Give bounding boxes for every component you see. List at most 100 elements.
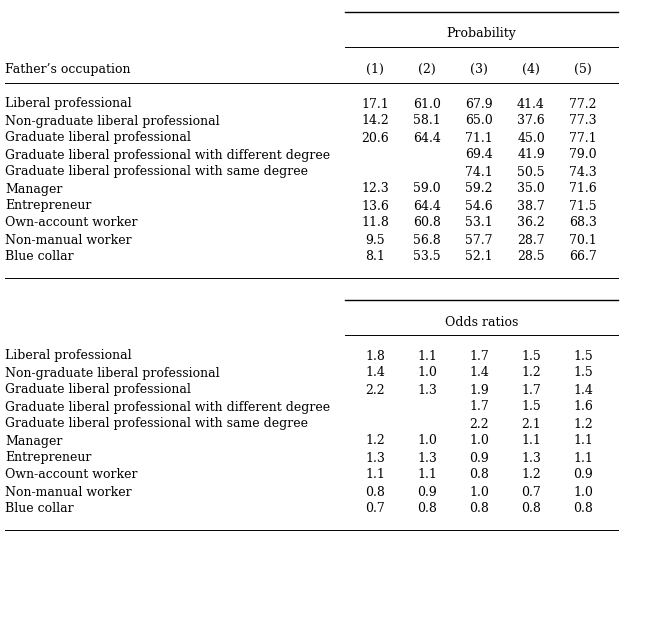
Text: 60.8: 60.8 bbox=[413, 216, 441, 230]
Text: 41.9: 41.9 bbox=[517, 148, 545, 162]
Text: 1.5: 1.5 bbox=[573, 350, 593, 362]
Text: Blue collar: Blue collar bbox=[5, 250, 74, 264]
Text: 57.7: 57.7 bbox=[465, 233, 493, 247]
Text: 36.2: 36.2 bbox=[517, 216, 545, 230]
Text: 1.2: 1.2 bbox=[573, 418, 593, 430]
Text: Graduate liberal professional: Graduate liberal professional bbox=[5, 384, 191, 396]
Text: 70.1: 70.1 bbox=[569, 233, 597, 247]
Text: 1.2: 1.2 bbox=[521, 469, 541, 482]
Text: 38.7: 38.7 bbox=[517, 199, 545, 213]
Text: 52.1: 52.1 bbox=[465, 250, 493, 264]
Text: 13.6: 13.6 bbox=[361, 199, 389, 213]
Text: 1.0: 1.0 bbox=[469, 486, 489, 499]
Text: 0.9: 0.9 bbox=[417, 486, 437, 499]
Text: Non-manual worker: Non-manual worker bbox=[5, 486, 131, 499]
Text: 65.0: 65.0 bbox=[465, 114, 493, 128]
Text: 1.7: 1.7 bbox=[469, 350, 489, 362]
Text: 1.2: 1.2 bbox=[521, 367, 541, 379]
Text: 1.5: 1.5 bbox=[521, 401, 541, 413]
Text: 0.7: 0.7 bbox=[365, 503, 385, 516]
Text: Graduate liberal professional with same degree: Graduate liberal professional with same … bbox=[5, 418, 308, 430]
Text: 1.3: 1.3 bbox=[417, 452, 437, 464]
Text: 1.7: 1.7 bbox=[521, 384, 541, 396]
Text: 74.1: 74.1 bbox=[465, 165, 493, 179]
Text: 61.0: 61.0 bbox=[413, 97, 441, 111]
Text: 0.8: 0.8 bbox=[365, 486, 385, 499]
Text: 0.8: 0.8 bbox=[573, 503, 593, 516]
Text: 1.1: 1.1 bbox=[573, 435, 593, 447]
Text: 50.5: 50.5 bbox=[517, 165, 545, 179]
Text: 20.6: 20.6 bbox=[361, 131, 389, 145]
Text: 1.1: 1.1 bbox=[417, 469, 437, 482]
Text: 71.6: 71.6 bbox=[569, 182, 597, 196]
Text: 1.5: 1.5 bbox=[573, 367, 593, 379]
Text: 28.7: 28.7 bbox=[517, 233, 545, 247]
Text: 54.6: 54.6 bbox=[465, 199, 493, 213]
Text: 1.1: 1.1 bbox=[417, 350, 437, 362]
Text: 1.3: 1.3 bbox=[521, 452, 541, 464]
Text: 0.8: 0.8 bbox=[469, 503, 489, 516]
Text: Probability: Probability bbox=[447, 28, 517, 40]
Text: 59.2: 59.2 bbox=[465, 182, 493, 196]
Text: (2): (2) bbox=[418, 62, 436, 75]
Text: 28.5: 28.5 bbox=[517, 250, 545, 264]
Text: Blue collar: Blue collar bbox=[5, 503, 74, 516]
Text: Manager: Manager bbox=[5, 435, 62, 447]
Text: Non-graduate liberal professional: Non-graduate liberal professional bbox=[5, 367, 220, 379]
Text: 1.7: 1.7 bbox=[469, 401, 489, 413]
Text: (4): (4) bbox=[522, 62, 540, 75]
Text: Entrepreneur: Entrepreneur bbox=[5, 452, 92, 464]
Text: Graduate liberal professional with different degree: Graduate liberal professional with diffe… bbox=[5, 401, 330, 413]
Text: 35.0: 35.0 bbox=[517, 182, 545, 196]
Text: 77.3: 77.3 bbox=[569, 114, 597, 128]
Text: Graduate liberal professional: Graduate liberal professional bbox=[5, 131, 191, 145]
Text: 1.3: 1.3 bbox=[417, 384, 437, 396]
Text: 1.8: 1.8 bbox=[365, 350, 385, 362]
Text: 1.1: 1.1 bbox=[365, 469, 385, 482]
Text: 41.4: 41.4 bbox=[517, 97, 545, 111]
Text: 69.4: 69.4 bbox=[465, 148, 493, 162]
Text: Non-manual worker: Non-manual worker bbox=[5, 233, 131, 247]
Text: 17.1: 17.1 bbox=[361, 97, 389, 111]
Text: Graduate liberal professional with different degree: Graduate liberal professional with diffe… bbox=[5, 148, 330, 162]
Text: 77.1: 77.1 bbox=[569, 131, 597, 145]
Text: 2.2: 2.2 bbox=[469, 418, 489, 430]
Text: (1): (1) bbox=[366, 62, 384, 75]
Text: 11.8: 11.8 bbox=[361, 216, 389, 230]
Text: 1.1: 1.1 bbox=[573, 452, 593, 464]
Text: 0.8: 0.8 bbox=[469, 469, 489, 482]
Text: Graduate liberal professional with same degree: Graduate liberal professional with same … bbox=[5, 165, 308, 179]
Text: 1.0: 1.0 bbox=[417, 367, 437, 379]
Text: Manager: Manager bbox=[5, 182, 62, 196]
Text: 67.9: 67.9 bbox=[465, 97, 493, 111]
Text: 1.4: 1.4 bbox=[469, 367, 489, 379]
Text: 0.9: 0.9 bbox=[469, 452, 489, 464]
Text: 2.2: 2.2 bbox=[365, 384, 385, 396]
Text: (3): (3) bbox=[470, 62, 488, 75]
Text: 1.4: 1.4 bbox=[365, 367, 385, 379]
Text: 1.3: 1.3 bbox=[365, 452, 385, 464]
Text: 0.8: 0.8 bbox=[521, 503, 541, 516]
Text: 79.0: 79.0 bbox=[569, 148, 597, 162]
Text: 1.0: 1.0 bbox=[469, 435, 489, 447]
Text: 64.4: 64.4 bbox=[413, 131, 441, 145]
Text: 1.4: 1.4 bbox=[573, 384, 593, 396]
Text: 1.2: 1.2 bbox=[365, 435, 385, 447]
Text: 1.1: 1.1 bbox=[521, 435, 541, 447]
Text: 59.0: 59.0 bbox=[413, 182, 441, 196]
Text: 12.3: 12.3 bbox=[361, 182, 389, 196]
Text: Own-account worker: Own-account worker bbox=[5, 469, 137, 482]
Text: 1.5: 1.5 bbox=[521, 350, 541, 362]
Text: 37.6: 37.6 bbox=[517, 114, 545, 128]
Text: 2.1: 2.1 bbox=[521, 418, 541, 430]
Text: 53.1: 53.1 bbox=[465, 216, 493, 230]
Text: 1.9: 1.9 bbox=[469, 384, 489, 396]
Text: Non-graduate liberal professional: Non-graduate liberal professional bbox=[5, 114, 220, 128]
Text: (5): (5) bbox=[574, 62, 592, 75]
Text: 77.2: 77.2 bbox=[569, 97, 597, 111]
Text: 0.9: 0.9 bbox=[573, 469, 593, 482]
Text: 71.5: 71.5 bbox=[569, 199, 597, 213]
Text: 68.3: 68.3 bbox=[569, 216, 597, 230]
Text: 45.0: 45.0 bbox=[517, 131, 545, 145]
Text: Liberal professional: Liberal professional bbox=[5, 97, 131, 111]
